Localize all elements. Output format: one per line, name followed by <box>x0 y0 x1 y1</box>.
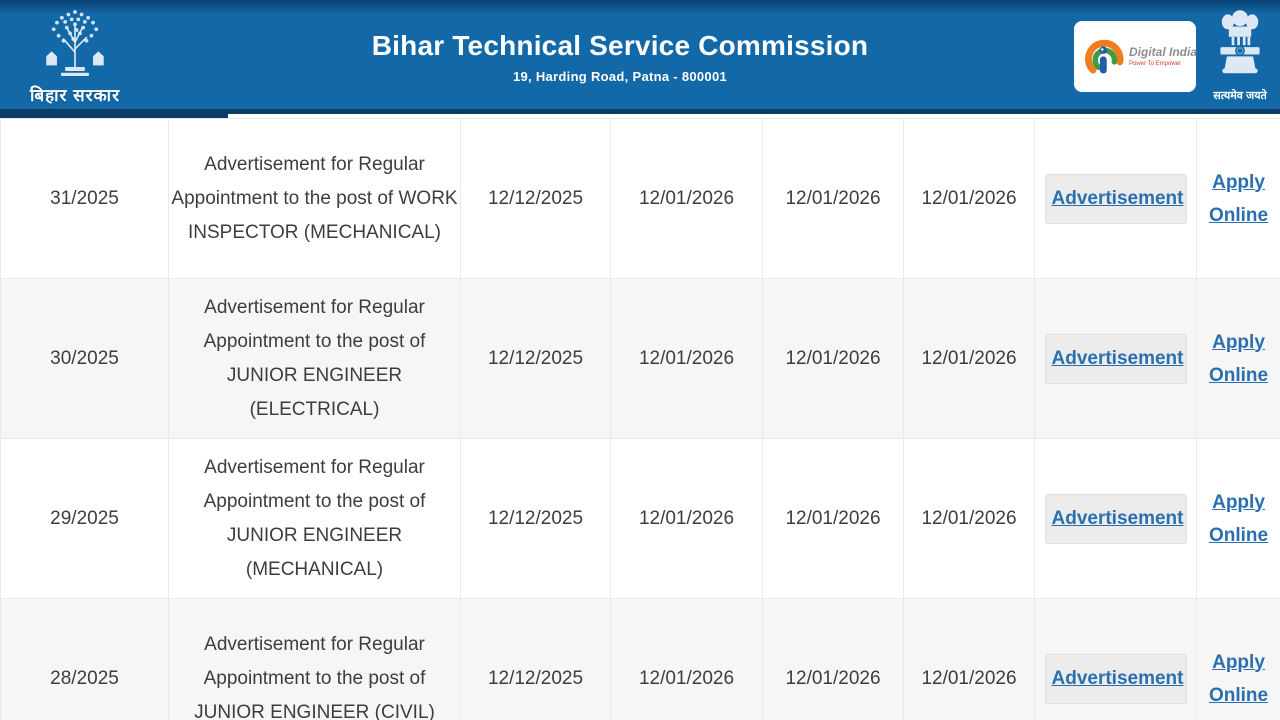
advertisement-cell: Advertisement <box>1034 438 1197 599</box>
gov-logo-label: बिहार सरकार <box>29 86 121 105</box>
apply-online-link[interactable]: Apply Online <box>1208 651 1269 706</box>
apply-online-cell: Apply Online <box>1196 118 1280 279</box>
bihar-government-logo: बिहार सरकार <box>16 3 134 106</box>
digital-india-wordmark: Digital India <box>1129 44 1198 59</box>
date-cell: 12/01/2026 <box>903 278 1035 439</box>
date-cell: 12/01/2026 <box>762 278 904 439</box>
date-cell: 12/01/2026 <box>610 438 763 599</box>
date-cell: 12/01/2026 <box>610 598 763 720</box>
bihar-emblem-tree-icon <box>46 10 104 76</box>
header-divider <box>0 109 1280 114</box>
advertisement-link[interactable]: Advertisement <box>1051 347 1184 369</box>
advertisements-table: 31/2025 Advertisement for Regular Appoin… <box>0 118 1280 720</box>
date-cell: 12/12/2025 <box>460 438 611 599</box>
advertisement-link[interactable]: Advertisement <box>1051 667 1184 689</box>
table-row: 30/2025 Advertisement for Regular Appoin… <box>0 278 1280 439</box>
date-cell: 12/12/2025 <box>460 598 611 720</box>
apply-online-link[interactable]: Apply Online <box>1208 331 1269 386</box>
date-cell: 12/12/2025 <box>460 278 611 439</box>
table-row: 28/2025 Advertisement for Regular Appoin… <box>0 598 1280 720</box>
header-title-block: Bihar Technical Service Commission 19, H… <box>220 30 1020 84</box>
advertisement-button[interactable]: Advertisement <box>1044 333 1187 384</box>
digital-india-tagline: Power To Empower <box>1129 60 1181 67</box>
advertisement-link[interactable]: Advertisement <box>1051 507 1184 529</box>
advt-number-cell: 29/2025 <box>0 438 169 599</box>
advt-number-cell: 30/2025 <box>0 278 169 439</box>
post-title-cell: Advertisement for Regular Appointment to… <box>168 438 461 599</box>
apply-online-link[interactable]: Apply Online <box>1208 491 1269 546</box>
apply-online-link[interactable]: Apply Online <box>1208 171 1269 226</box>
ashoka-lion-capital-icon <box>1220 10 1260 74</box>
advt-number-cell: 31/2025 <box>0 118 169 279</box>
apply-online-cell: Apply Online <box>1196 278 1280 439</box>
table-row: 29/2025 Advertisement for Regular Appoin… <box>0 438 1280 599</box>
post-title-cell: Advertisement for Regular Appointment to… <box>168 118 461 279</box>
date-cell: 12/01/2026 <box>762 438 904 599</box>
date-cell: 12/01/2026 <box>610 118 763 279</box>
national-emblem: सत्यमेव जयते <box>1206 5 1274 103</box>
date-cell: 12/01/2026 <box>903 118 1035 279</box>
date-cell: 12/01/2026 <box>610 278 763 439</box>
advertisement-cell: Advertisement <box>1034 278 1197 439</box>
date-cell: 12/12/2025 <box>460 118 611 279</box>
advertisement-button[interactable]: Advertisement <box>1044 493 1187 544</box>
apply-online-cell: Apply Online <box>1196 438 1280 599</box>
table-row: 31/2025 Advertisement for Regular Appoin… <box>0 118 1280 279</box>
digital-india-logo: Digital India Power To Empower <box>1074 21 1198 92</box>
date-cell: 12/01/2026 <box>903 438 1035 599</box>
advertisement-button[interactable]: Advertisement <box>1044 653 1187 704</box>
apply-online-cell: Apply Online <box>1196 598 1280 720</box>
advertisement-cell: Advertisement <box>1034 598 1197 720</box>
page-subtitle: 19, Harding Road, Patna - 800001 <box>512 69 728 84</box>
site-header: बिहार सरकार Bihar Technical Service Comm… <box>0 0 1280 109</box>
advt-number-cell: 28/2025 <box>0 598 169 720</box>
date-cell: 12/01/2026 <box>762 118 904 279</box>
post-title-cell: Advertisement for Regular Appointment to… <box>168 598 461 720</box>
advertisement-cell: Advertisement <box>1034 118 1197 279</box>
advertisement-link[interactable]: Advertisement <box>1051 187 1184 209</box>
header-left-tab-strip <box>0 114 228 118</box>
date-cell: 12/01/2026 <box>903 598 1035 720</box>
ashoka-caption: सत्यमेव जयते <box>1213 90 1267 102</box>
date-cell: 12/01/2026 <box>762 598 904 720</box>
page-title: Bihar Technical Service Commission <box>371 30 869 61</box>
digital-india-swirl-icon <box>1085 39 1124 73</box>
post-title-cell: Advertisement for Regular Appointment to… <box>168 278 461 439</box>
advertisement-button[interactable]: Advertisement <box>1044 173 1187 224</box>
